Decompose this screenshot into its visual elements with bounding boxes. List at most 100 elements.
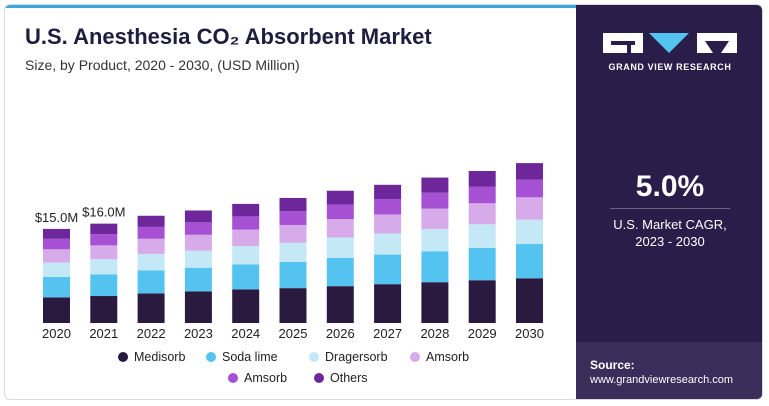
bar-segment-amsorb-2027: [374, 214, 402, 234]
bar-segment-soda-lime-2027: [374, 254, 402, 285]
bar-segment-others-2030: [516, 163, 543, 180]
bar-segment-medisorb-2025: [279, 288, 307, 323]
cagr-value: 5.0%: [635, 170, 705, 203]
bar-segment-soda-lime-2023: [184, 267, 212, 292]
bar-segment-others-2025: [279, 197, 307, 212]
legend-marker-1: [206, 352, 216, 362]
bar-segment-soda-lime-2028: [421, 251, 449, 283]
cagr-divider: [610, 208, 730, 209]
bar-segment-others-2021: [90, 223, 118, 235]
bar-segment-soda-lime-2022: [137, 270, 165, 294]
bar-segment-others-2028: [421, 177, 449, 193]
bar-segment-amsorb-2026: [326, 219, 354, 238]
bar-segment-soda-lime-2030: [516, 244, 543, 279]
source-url[interactable]: www.grandviewresearch.com: [590, 374, 734, 386]
x-tick-label-2026: 2026: [326, 326, 355, 341]
bar-segment-amsorb-2030: [516, 197, 543, 220]
bar-segment-medisorb-2021: [90, 296, 118, 323]
bar-segment-dragersorb-2023: [184, 250, 212, 268]
bar-segment-amsorb-2025: [279, 211, 307, 225]
value-label-2021: $16.0M: [82, 205, 125, 220]
bar-segment-dragersorb-2030: [516, 219, 543, 245]
bar-segment-amsorb-2026: [326, 204, 354, 220]
chart-title: U.S. Anesthesia CO₂ Absorbent Market: [25, 24, 432, 49]
bar-segment-dragersorb-2026: [326, 237, 354, 258]
value-label-2020: $15.0M: [35, 210, 78, 225]
legend-marker-3: [410, 352, 420, 362]
bar-segment-dragersorb-2027: [374, 233, 402, 255]
bar-segment-soda-lime-2021: [90, 274, 118, 297]
cagr-label: U.S. Market CAGR, 2023 - 2030: [576, 216, 762, 250]
bar-segment-amsorb-2029: [468, 203, 496, 225]
bar-segment-others-2027: [374, 184, 402, 200]
grand-view-research-logo: [603, 33, 737, 53]
bar-segment-soda-lime-2024: [232, 264, 260, 290]
x-tick-label-2024: 2024: [231, 326, 260, 341]
x-tick-label-2020: 2020: [42, 326, 71, 341]
bar-segment-medisorb-2022: [137, 293, 165, 323]
x-tick-label-2023: 2023: [184, 326, 213, 341]
chart-frame: U.S. Anesthesia CO₂ Absorbent Market Siz…: [4, 4, 763, 400]
bar-segment-medisorb-2029: [468, 280, 496, 323]
legend-label-2: Dragersorb: [325, 350, 388, 364]
bar-segment-dragersorb-2020: [43, 262, 70, 277]
source-box: Source: www.grandviewresearch.com: [576, 342, 762, 399]
bar-segment-amsorb-2024: [232, 216, 260, 230]
legend-label-3: Amsorb: [426, 350, 469, 364]
x-tick-label-2021: 2021: [89, 326, 118, 341]
bar-segment-others-2020: [43, 228, 70, 239]
bar-segment-medisorb-2026: [326, 286, 354, 323]
bar-segment-amsorb-2029: [468, 186, 496, 204]
legend-marker-4: [228, 373, 238, 383]
bar-segment-dragersorb-2021: [90, 259, 118, 275]
bar-segment-dragersorb-2029: [468, 224, 496, 248]
x-tick-label-2025: 2025: [279, 326, 308, 341]
legend-marker-0: [118, 352, 128, 362]
bar-segment-others-2026: [326, 190, 354, 205]
side-panel: GRAND VIEW RESEARCH 5.0% U.S. Market CAG…: [576, 5, 762, 399]
bar-segment-soda-lime-2026: [326, 257, 354, 287]
bar-segment-dragersorb-2028: [421, 228, 449, 252]
legend-label-5: Others: [330, 371, 368, 385]
bar-segment-soda-lime-2025: [279, 261, 307, 289]
bar-segment-amsorb-2025: [279, 224, 307, 243]
brand-name: GRAND VIEW RESEARCH: [608, 62, 732, 72]
bar-segment-amsorb-2030: [516, 179, 543, 198]
bar-segment-others-2023: [184, 210, 212, 223]
bar-segment-amsorb-2021: [90, 245, 118, 260]
bar-segment-amsorb-2024: [232, 229, 260, 247]
bar-segment-dragersorb-2024: [232, 246, 260, 265]
stacked-bar-chart: 2020 2021 2022 2023 2024 2025 2026 2027 2028 2029…: [35, 163, 544, 385]
x-tick-label-2030: 2030: [515, 326, 544, 341]
bar-segment-dragersorb-2022: [137, 253, 165, 271]
bar-segment-amsorb-2021: [90, 234, 118, 246]
bar-segment-amsorb-2020: [43, 238, 70, 250]
legend-marker-5: [314, 373, 324, 383]
legend-label-4: Amsorb: [244, 371, 287, 385]
accent-bar: [5, 5, 576, 8]
bar-segment-amsorb-2028: [421, 208, 449, 229]
bar-segment-medisorb-2027: [374, 284, 402, 323]
bar-segment-others-2029: [468, 171, 496, 187]
bar-segment-medisorb-2020: [43, 297, 70, 323]
bar-segment-medisorb-2024: [232, 289, 260, 323]
bar-segment-soda-lime-2020: [43, 276, 70, 298]
legend-marker-2: [309, 352, 319, 362]
bar-segment-medisorb-2023: [184, 291, 212, 323]
bar-segment-amsorb-2023: [184, 222, 212, 235]
cagr-label-line-1: U.S. Market CAGR,: [613, 217, 727, 232]
bar-segment-dragersorb-2025: [279, 242, 307, 262]
bar-segment-amsorb-2022: [137, 238, 165, 254]
bar-segment-amsorb-2020: [43, 249, 70, 263]
source-label: Source:: [590, 358, 635, 372]
bar-segment-amsorb-2027: [374, 199, 402, 215]
legend-label-1: Soda lime: [222, 350, 278, 364]
x-tick-label-2029: 2029: [468, 326, 497, 341]
bar-segment-amsorb-2022: [137, 226, 165, 239]
x-tick-label-2028: 2028: [420, 326, 449, 341]
bar-segment-others-2024: [232, 203, 260, 217]
legend-label-0: Medisorb: [134, 350, 185, 364]
bar-segment-medisorb-2028: [421, 282, 449, 323]
bar-segment-amsorb-2023: [184, 234, 212, 251]
chart-subtitle: Size, by Product, 2020 - 2030, (USD Mill…: [25, 57, 300, 73]
